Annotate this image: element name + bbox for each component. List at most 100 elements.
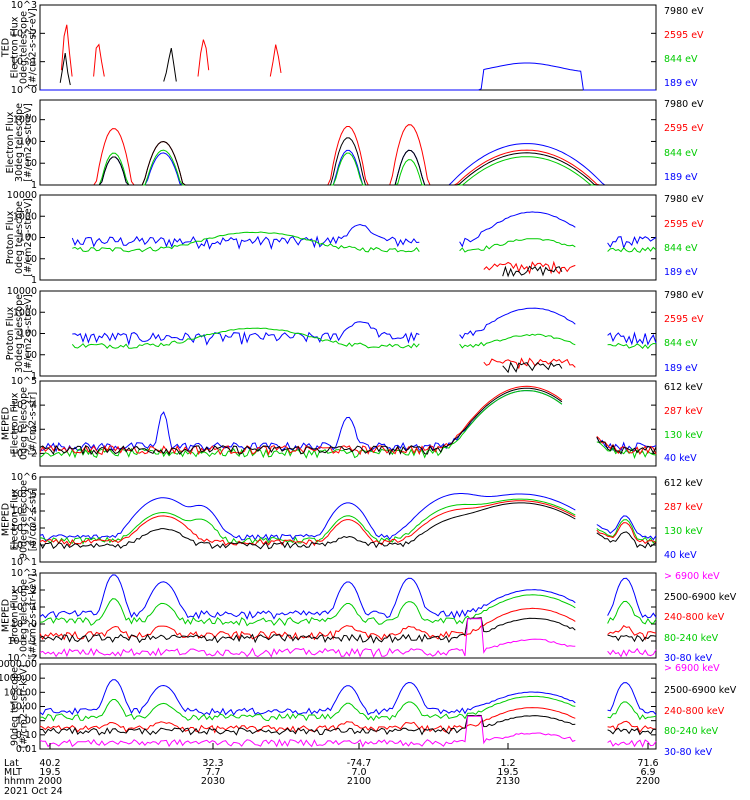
- legend-6-3: 80-240 keV: [664, 633, 719, 644]
- ytick-label-5-1: 10^2: [11, 540, 37, 551]
- xaxis-row-label-1: MLT: [4, 767, 22, 778]
- legend-1-3: 189 eV: [664, 172, 698, 183]
- ytick-label-4-3: 10^5: [11, 376, 37, 387]
- ylabel-1-2: [#/cm2-s-str-eV]: [23, 103, 34, 182]
- ytick-label-2-1: 10: [25, 254, 37, 265]
- ytick-label-6-4: 10^2: [11, 585, 37, 596]
- legend-3-0: 7980 eV: [664, 290, 704, 301]
- xaxis-2-2: 2100: [347, 776, 371, 787]
- series-1-2: [40, 149, 656, 186]
- ylabel-6-2: 0deg telescope: [19, 579, 30, 652]
- legend-4-1: 287 keV: [664, 406, 703, 417]
- xaxis-0-1: 19.5: [39, 767, 60, 778]
- ytick-label-7-5: 1000.00: [0, 673, 37, 684]
- ytick-label-6-3: 10^1: [11, 602, 37, 613]
- ytick-label-2-4: 10000: [7, 190, 37, 201]
- series-7-3: [39, 695, 657, 722]
- series-4-3: [39, 389, 657, 453]
- series-0-1: [60, 24, 282, 77]
- series-7-0: [39, 715, 657, 748]
- xaxis-3-2: 2130: [496, 776, 520, 787]
- ylabel-2-1: 0deg telescope: [14, 201, 25, 274]
- ytick-label-5-5: 10^6: [11, 472, 37, 483]
- series-5-3: [39, 493, 657, 542]
- ylabel-4-2: 0deg telescope: [19, 387, 30, 460]
- series-2-2: [72, 231, 657, 253]
- legend-6-4: 30-80 keV: [664, 653, 713, 664]
- legend-1-2: 844 eV: [664, 148, 698, 159]
- xaxis-1-1: 7.7: [205, 767, 220, 778]
- legend-5-0: 612 keV: [664, 478, 703, 489]
- series-5-0: [39, 502, 657, 550]
- legend-7-0: > 6900 keV: [664, 663, 720, 674]
- ytick-label-1-1: 10: [25, 158, 37, 169]
- series-2-1: [483, 260, 576, 275]
- ylabel-5-3: [#/cm2-s-str]: [28, 488, 39, 551]
- ylabel-0-0: TED: [1, 38, 12, 58]
- ytick-label-4-2: 10^4: [11, 400, 37, 411]
- panel-frame-4: [39, 380, 657, 467]
- ylabel-3-2: [#/cm2-s-str-eV]: [23, 294, 34, 373]
- legend-7-3: 80-240 keV: [664, 726, 719, 737]
- panel-frame-1: [39, 99, 657, 186]
- ylabel-0-3: [#/cm2-s-str-eV]: [28, 8, 39, 87]
- ylabel-6-0: MEPED: [1, 599, 12, 632]
- ytick-label-0-1: 10^1: [11, 57, 37, 68]
- legend-3-3: 189 eV: [664, 363, 698, 374]
- xaxis-4-0: 71.6: [637, 758, 658, 769]
- ylabel-3-0: Proton Flux: [5, 306, 16, 360]
- ytick-label-5-3: 10^4: [11, 506, 37, 517]
- legend-2-3: 189 eV: [664, 267, 698, 278]
- xaxis-3-0: 1.2: [500, 758, 515, 769]
- ytick-label-3-3: 1000: [13, 307, 37, 318]
- legend-2-1: 2595 eV: [664, 219, 704, 230]
- legend-6-2: 240-800 keV: [664, 612, 725, 623]
- ytick-label-0-0: 10^0: [11, 85, 37, 96]
- series-2-3: [71, 211, 657, 250]
- ytick-label-7-4: 100.00: [4, 687, 37, 698]
- ytick-label-7-2: 1.00: [16, 716, 37, 727]
- xaxis-4-1: 6.9: [640, 767, 655, 778]
- ylabel-3-1: 30deg telescope: [14, 294, 25, 373]
- ylabel-0-2: 0deg telescope: [19, 11, 30, 84]
- ytick-label-6-2: 10^0: [11, 619, 37, 630]
- series-4-0: [39, 387, 657, 456]
- ytick-label-0-2: 10^2: [11, 28, 37, 39]
- xaxis-0-2: 2000: [38, 776, 62, 787]
- ytick-label-1-2: 100: [19, 136, 37, 147]
- series-3-0: [502, 361, 563, 374]
- legend-6-0: > 6900 keV: [664, 571, 720, 582]
- legend-2-0: 7980 eV: [664, 194, 704, 205]
- series-6-3: [39, 594, 657, 627]
- panel-frame-7: [39, 663, 657, 750]
- series-7-4: [39, 679, 657, 716]
- ylabel-6-3: [#/cm2-s-str-keV]: [28, 574, 39, 658]
- legend-0-0: 7980 eV: [664, 6, 704, 17]
- series-1-3: [40, 143, 656, 186]
- ytick-label-0-3: 10^3: [11, 0, 37, 11]
- series-6-0: [39, 618, 657, 658]
- ytick-label-4-1: 10^3: [11, 424, 37, 435]
- date-label: 2021 Oct 24: [4, 786, 63, 797]
- panel-frame-5: [39, 476, 657, 563]
- series-5-1: [39, 500, 657, 547]
- ytick-label-5-2: 10^3: [11, 523, 37, 534]
- ylabel-4-3: [#/cm2-s-str]: [28, 392, 39, 455]
- legend-0-1: 2595 eV: [664, 30, 704, 41]
- xaxis-1-2: 2030: [201, 776, 225, 787]
- ytick-label-3-2: 100: [19, 329, 37, 340]
- legend-7-1: 2500-6900 keV: [664, 685, 737, 696]
- ytick-label-5-0: 10^1: [11, 557, 37, 568]
- ylabel-2-2: [#/cm2-s-str-eV]: [23, 198, 34, 277]
- ytick-label-1-0: 1: [31, 180, 37, 191]
- legend-4-2: 130 keV: [664, 430, 703, 441]
- legend-7-4: 30-80 keV: [664, 747, 713, 758]
- ylabel-5-2: 90deg telescope: [19, 480, 30, 559]
- ylabel-0-1: Electron Flux: [10, 16, 21, 78]
- ytick-label-7-6: 10000.00: [0, 659, 37, 670]
- xaxis-0-0: 40.2: [39, 758, 60, 769]
- legend-5-2: 130 keV: [664, 526, 703, 537]
- legend-0-2: 844 eV: [664, 54, 698, 65]
- series-4-2: [39, 390, 657, 460]
